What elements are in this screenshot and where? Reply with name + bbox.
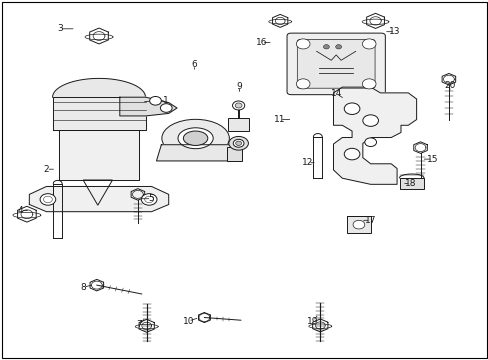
- Circle shape: [352, 220, 364, 229]
- Circle shape: [296, 79, 309, 89]
- Text: 4: 4: [18, 206, 23, 215]
- Circle shape: [149, 96, 161, 105]
- Circle shape: [344, 103, 359, 114]
- Circle shape: [40, 194, 56, 205]
- Ellipse shape: [228, 136, 248, 150]
- Circle shape: [362, 115, 378, 126]
- Text: 16: 16: [255, 38, 267, 47]
- Circle shape: [141, 194, 157, 205]
- Circle shape: [160, 104, 172, 112]
- Circle shape: [364, 138, 376, 147]
- Text: 18: 18: [404, 179, 416, 188]
- Text: 12: 12: [302, 158, 313, 167]
- Ellipse shape: [235, 103, 242, 108]
- Text: 8: 8: [80, 283, 86, 292]
- Polygon shape: [29, 186, 168, 212]
- Polygon shape: [59, 130, 139, 180]
- Ellipse shape: [162, 120, 229, 157]
- Text: 6: 6: [191, 60, 197, 69]
- Text: 3: 3: [57, 24, 62, 33]
- Circle shape: [296, 39, 309, 49]
- FancyBboxPatch shape: [286, 33, 385, 95]
- Bar: [227, 147, 242, 161]
- Ellipse shape: [235, 141, 241, 145]
- Polygon shape: [53, 97, 145, 130]
- Text: 17: 17: [364, 216, 376, 225]
- Circle shape: [362, 39, 375, 49]
- Bar: [227, 118, 249, 131]
- Circle shape: [344, 148, 359, 160]
- Text: 5: 5: [148, 194, 154, 203]
- Text: 1: 1: [163, 96, 169, 105]
- Text: 10: 10: [182, 317, 194, 325]
- Text: 19: 19: [306, 317, 318, 325]
- FancyBboxPatch shape: [297, 40, 374, 88]
- Bar: [346, 216, 370, 233]
- Text: 7: 7: [136, 320, 142, 329]
- Circle shape: [323, 45, 329, 49]
- Ellipse shape: [233, 139, 244, 147]
- Text: 9: 9: [236, 82, 242, 91]
- Bar: [399, 178, 423, 189]
- Text: 15: 15: [426, 154, 438, 163]
- Polygon shape: [333, 87, 416, 184]
- Polygon shape: [120, 97, 177, 116]
- Text: 20: 20: [443, 81, 455, 90]
- Polygon shape: [156, 145, 234, 161]
- Ellipse shape: [232, 101, 244, 110]
- Text: 13: 13: [388, 27, 400, 36]
- Ellipse shape: [183, 131, 207, 145]
- Text: 2: 2: [43, 165, 49, 174]
- Circle shape: [362, 79, 375, 89]
- Text: 11: 11: [273, 115, 285, 124]
- Ellipse shape: [178, 128, 213, 149]
- Circle shape: [335, 45, 341, 49]
- Text: 14: 14: [330, 89, 342, 98]
